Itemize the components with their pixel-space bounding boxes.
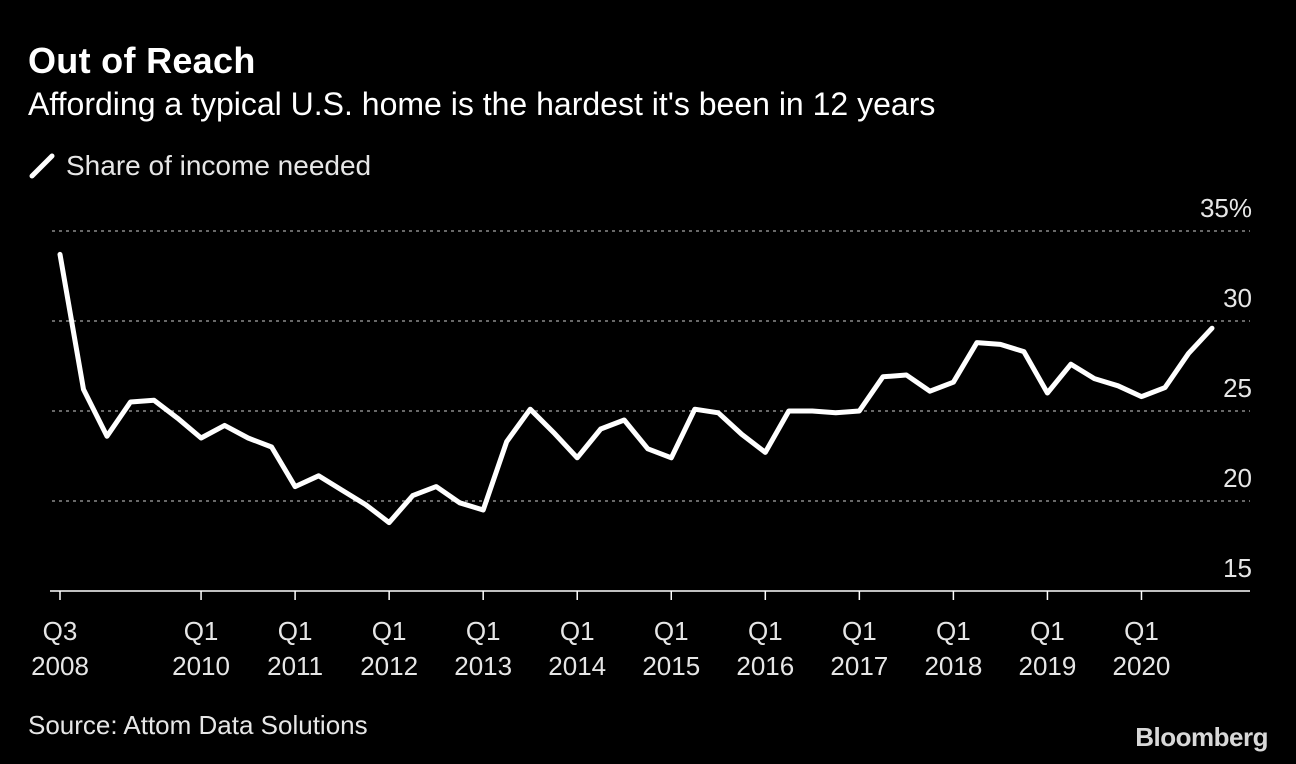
x-tick-quarter-label: Q1 — [466, 616, 501, 646]
x-axis — [50, 590, 1250, 600]
x-tick-year-label: 2012 — [360, 651, 418, 681]
series-group — [57, 251, 1215, 526]
legend: Share of income needed — [28, 150, 371, 182]
chart-title: Out of Reach — [28, 40, 256, 81]
source-note: Source: Attom Data Solutions — [28, 710, 368, 740]
x-tick-year-label: 2010 — [172, 651, 230, 681]
x-tick-quarter-label: Q1 — [1030, 616, 1065, 646]
y-tick-label: 30 — [1223, 283, 1252, 313]
x-tick-quarter-label: Q1 — [1124, 616, 1159, 646]
x-tick-quarter-label: Q1 — [936, 616, 971, 646]
series-line-share-of-income — [57, 251, 1215, 526]
y-tick-label: 20 — [1223, 463, 1252, 493]
x-tick-quarter-label: Q1 — [184, 616, 219, 646]
y-tick-label: 35% — [1200, 193, 1252, 223]
x-tick-quarter-label: Q1 — [748, 616, 783, 646]
chart-subtitle: Affording a typical U.S. home is the har… — [28, 86, 936, 122]
y-tick-label: 15 — [1223, 553, 1252, 583]
y-tick-label: 25 — [1223, 373, 1252, 403]
line-swatch-icon — [29, 153, 55, 179]
x-tick-year-label: 2019 — [1019, 651, 1077, 681]
x-tick-year-label: 2017 — [830, 651, 888, 681]
x-tick-quarter-label: Q1 — [842, 616, 877, 646]
x-tick-quarter-label: Q3 — [43, 616, 78, 646]
x-tick-quarter-label: Q1 — [654, 616, 689, 646]
x-tick-quarter-label: Q1 — [560, 616, 595, 646]
x-tick-year-label: 2011 — [267, 651, 323, 681]
x-tick-year-label: 2015 — [642, 651, 700, 681]
x-tick-quarter-label: Q1 — [372, 616, 407, 646]
x-tick-year-label: 2018 — [924, 651, 982, 681]
y-axis-labels: 35% 30 25 20 15 — [1200, 193, 1252, 583]
x-tick-year-label: 2016 — [736, 651, 794, 681]
legend-label: Share of income needed — [66, 150, 372, 181]
x-axis-labels: Q3 2008 Q1 2010 Q1 2011 Q1 2012 Q1 2013 Q1 2014 Q1 20… — [31, 616, 1170, 681]
brand-logo: Bloomberg — [1135, 722, 1268, 752]
x-tick-year-label: 2020 — [1113, 651, 1171, 681]
x-tick-year-label: 2008 — [31, 651, 89, 681]
x-tick-year-label: 2013 — [454, 651, 512, 681]
x-tick-year-label: 2014 — [548, 651, 606, 681]
x-tick-quarter-label: Q1 — [278, 616, 313, 646]
